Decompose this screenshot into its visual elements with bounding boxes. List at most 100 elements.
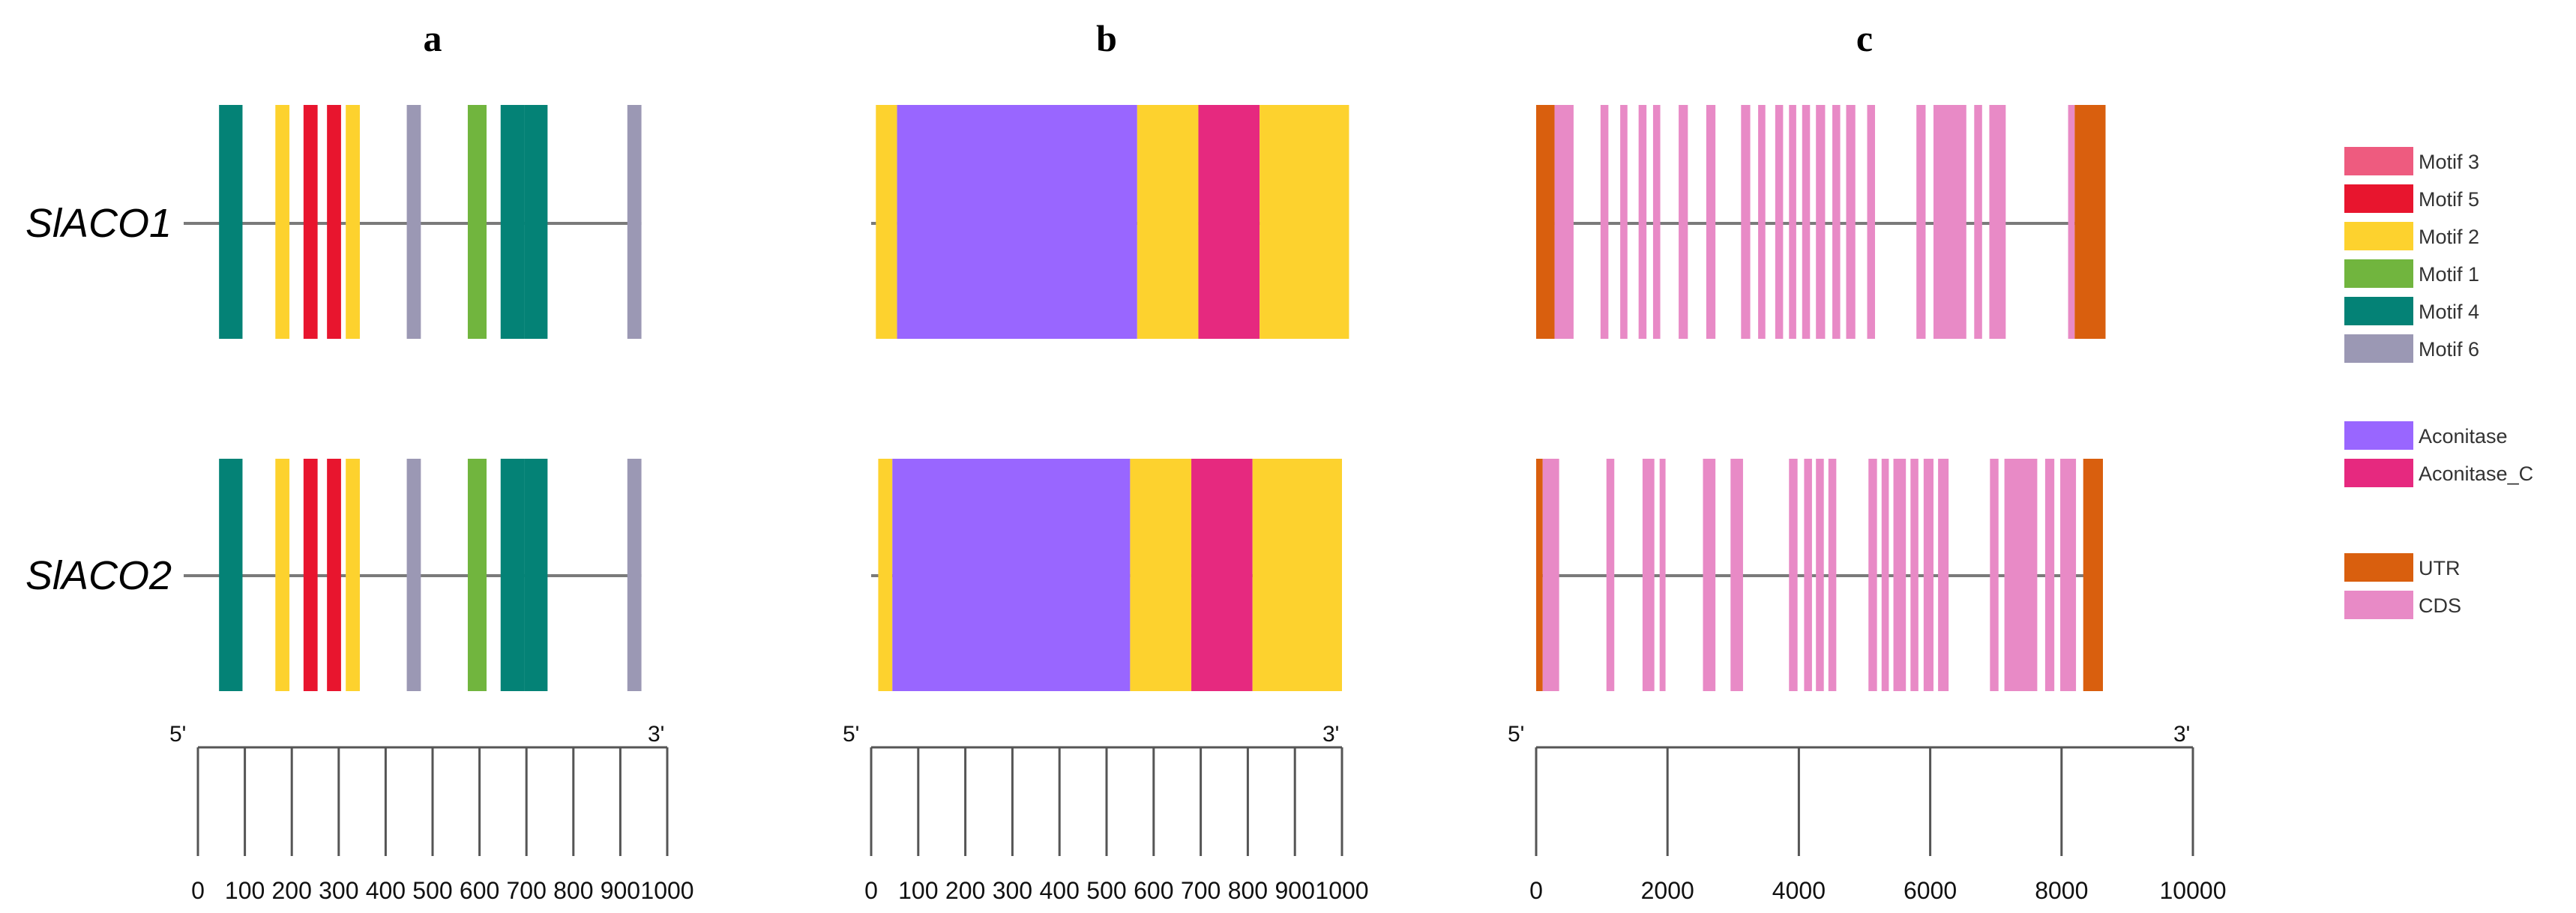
legend-label: Aconitase_C (2419, 462, 2533, 485)
legend-group: UTR CDS (2344, 553, 2461, 619)
legend-swatch (2344, 147, 2413, 175)
feature-cds (1679, 105, 1688, 339)
feature-aconitase-c (1191, 459, 1253, 691)
legend-swatch (2344, 591, 2413, 619)
feature-cds (1789, 459, 1798, 691)
panel-label: b (1096, 17, 1117, 59)
five-prime-label: 5' (843, 722, 859, 747)
panel-b: b 5' 3' 0 100 200 300 400 500 600 700 800 900 1000 (843, 17, 1369, 904)
legend-swatch (2344, 184, 2413, 213)
panel-label: c (1856, 17, 1873, 59)
three-prime-label: 3' (2173, 722, 2190, 747)
gene-track-SlACO1: SlACO1 (25, 105, 642, 339)
legend-swatch (2344, 553, 2413, 582)
tick-label: 600 (1134, 877, 1173, 904)
feature-motif-4 (524, 459, 548, 691)
feature-motif-5 (303, 105, 318, 339)
feature-aconitase-c (1198, 105, 1260, 339)
feature-cds (1893, 459, 1907, 691)
legend-swatch (2344, 297, 2413, 325)
tick-label: 8000 (2035, 877, 2088, 904)
feature-motif-6 (406, 105, 421, 339)
legend-label: Motif 4 (2419, 301, 2479, 323)
feature-aconitase (897, 105, 1137, 339)
gene-track-SlACO2: SlACO2 (25, 459, 642, 691)
scale-axis: 5' 3'0 100 200 300 400 500 600 700 800 900 1000 (169, 722, 694, 904)
legend-swatch (2344, 421, 2413, 450)
tick-label: 6000 (1904, 877, 1957, 904)
feature-cds (1938, 459, 1949, 691)
legend-label: Motif 6 (2419, 338, 2479, 361)
tick-label: 600 (460, 877, 499, 904)
feature-motif-2 (346, 105, 360, 339)
tick-label: 400 (1040, 877, 1080, 904)
feature-motif-2 (275, 105, 290, 339)
feature-motif-2 (1137, 105, 1199, 339)
scale-axis: 5' 3'0 100 200 300 400 500 600 700 800 900 1000 (843, 722, 1369, 904)
three-prime-label: 3' (648, 722, 664, 747)
tick-label: 900 (1275, 877, 1315, 904)
legend-label: Motif 1 (2419, 263, 2479, 286)
feature-cds (1989, 105, 2006, 339)
panel-c: c 5' 3' 0 2000 4000 6000 8000 10000 (1508, 17, 2226, 904)
legend-swatch (2344, 259, 2413, 288)
tick-label: 0 (864, 877, 878, 904)
feature-cds (1802, 105, 1811, 339)
legend-label: CDS (2419, 594, 2461, 617)
feature-cds (1974, 105, 1982, 339)
tick-label: 300 (319, 877, 358, 904)
gene-label: SlACO1 (25, 201, 172, 246)
legend-label: Motif 5 (2419, 188, 2479, 211)
legend-label: Aconitase (2419, 425, 2508, 448)
feature-cds (1758, 105, 1766, 339)
tick-label: 1000 (640, 877, 693, 904)
feature-motif-2 (1252, 459, 1342, 691)
feature-cds (1775, 105, 1784, 339)
feature-motif-2 (275, 459, 290, 691)
feature-cds (1933, 105, 1966, 339)
feature-motif-4 (500, 459, 525, 691)
panel-label: a (424, 17, 442, 59)
five-prime-label: 5' (1508, 722, 1524, 747)
legend-label: Motif 2 (2419, 226, 2479, 248)
feature-cds (1881, 459, 1889, 691)
feature-cds (2004, 459, 2038, 691)
legend-group: Aconitase Aconitase_C (2344, 421, 2533, 487)
feature-cds (1916, 105, 1926, 339)
gene-track-SlACO1 (1536, 105, 2106, 339)
feature-cds (1804, 459, 1812, 691)
feature-cds (1659, 459, 1666, 691)
legend-swatch (2344, 334, 2413, 363)
feature-cds (1638, 105, 1647, 339)
five-prime-label: 5' (169, 722, 186, 747)
feature-cds (2068, 105, 2075, 339)
feature-motif-1 (467, 105, 487, 339)
legend-swatch (2344, 459, 2413, 487)
feature-cds (1652, 105, 1661, 339)
feature-motif-4 (219, 105, 243, 339)
tick-label: 2000 (1641, 877, 1694, 904)
feature-utr (2083, 459, 2103, 691)
tick-label: 200 (945, 877, 985, 904)
tick-label: 4000 (1772, 877, 1826, 904)
feature-motif-2 (878, 459, 893, 691)
legend: Motif 3 Motif 5 Motif 2 Motif 1 Motif 4 Motif… (2344, 147, 2533, 619)
tick-label: 100 (898, 877, 938, 904)
feature-motif-2 (876, 105, 897, 339)
feature-cds (1846, 105, 1856, 339)
tick-label: 400 (366, 877, 406, 904)
feature-motif-6 (627, 459, 642, 691)
feature-cds (1832, 105, 1841, 339)
feature-cds (1542, 459, 1559, 691)
feature-cds (1816, 459, 1824, 691)
feature-cds (2044, 459, 2055, 691)
feature-motif-1 (467, 459, 487, 691)
feature-cds (1600, 105, 1609, 339)
feature-motif-5 (327, 105, 341, 339)
feature-motif-6 (406, 459, 421, 691)
feature-cds (1741, 105, 1751, 339)
tick-label: 100 (225, 877, 265, 904)
feature-cds (1868, 459, 1877, 691)
tick-label: 10000 (2160, 877, 2227, 904)
